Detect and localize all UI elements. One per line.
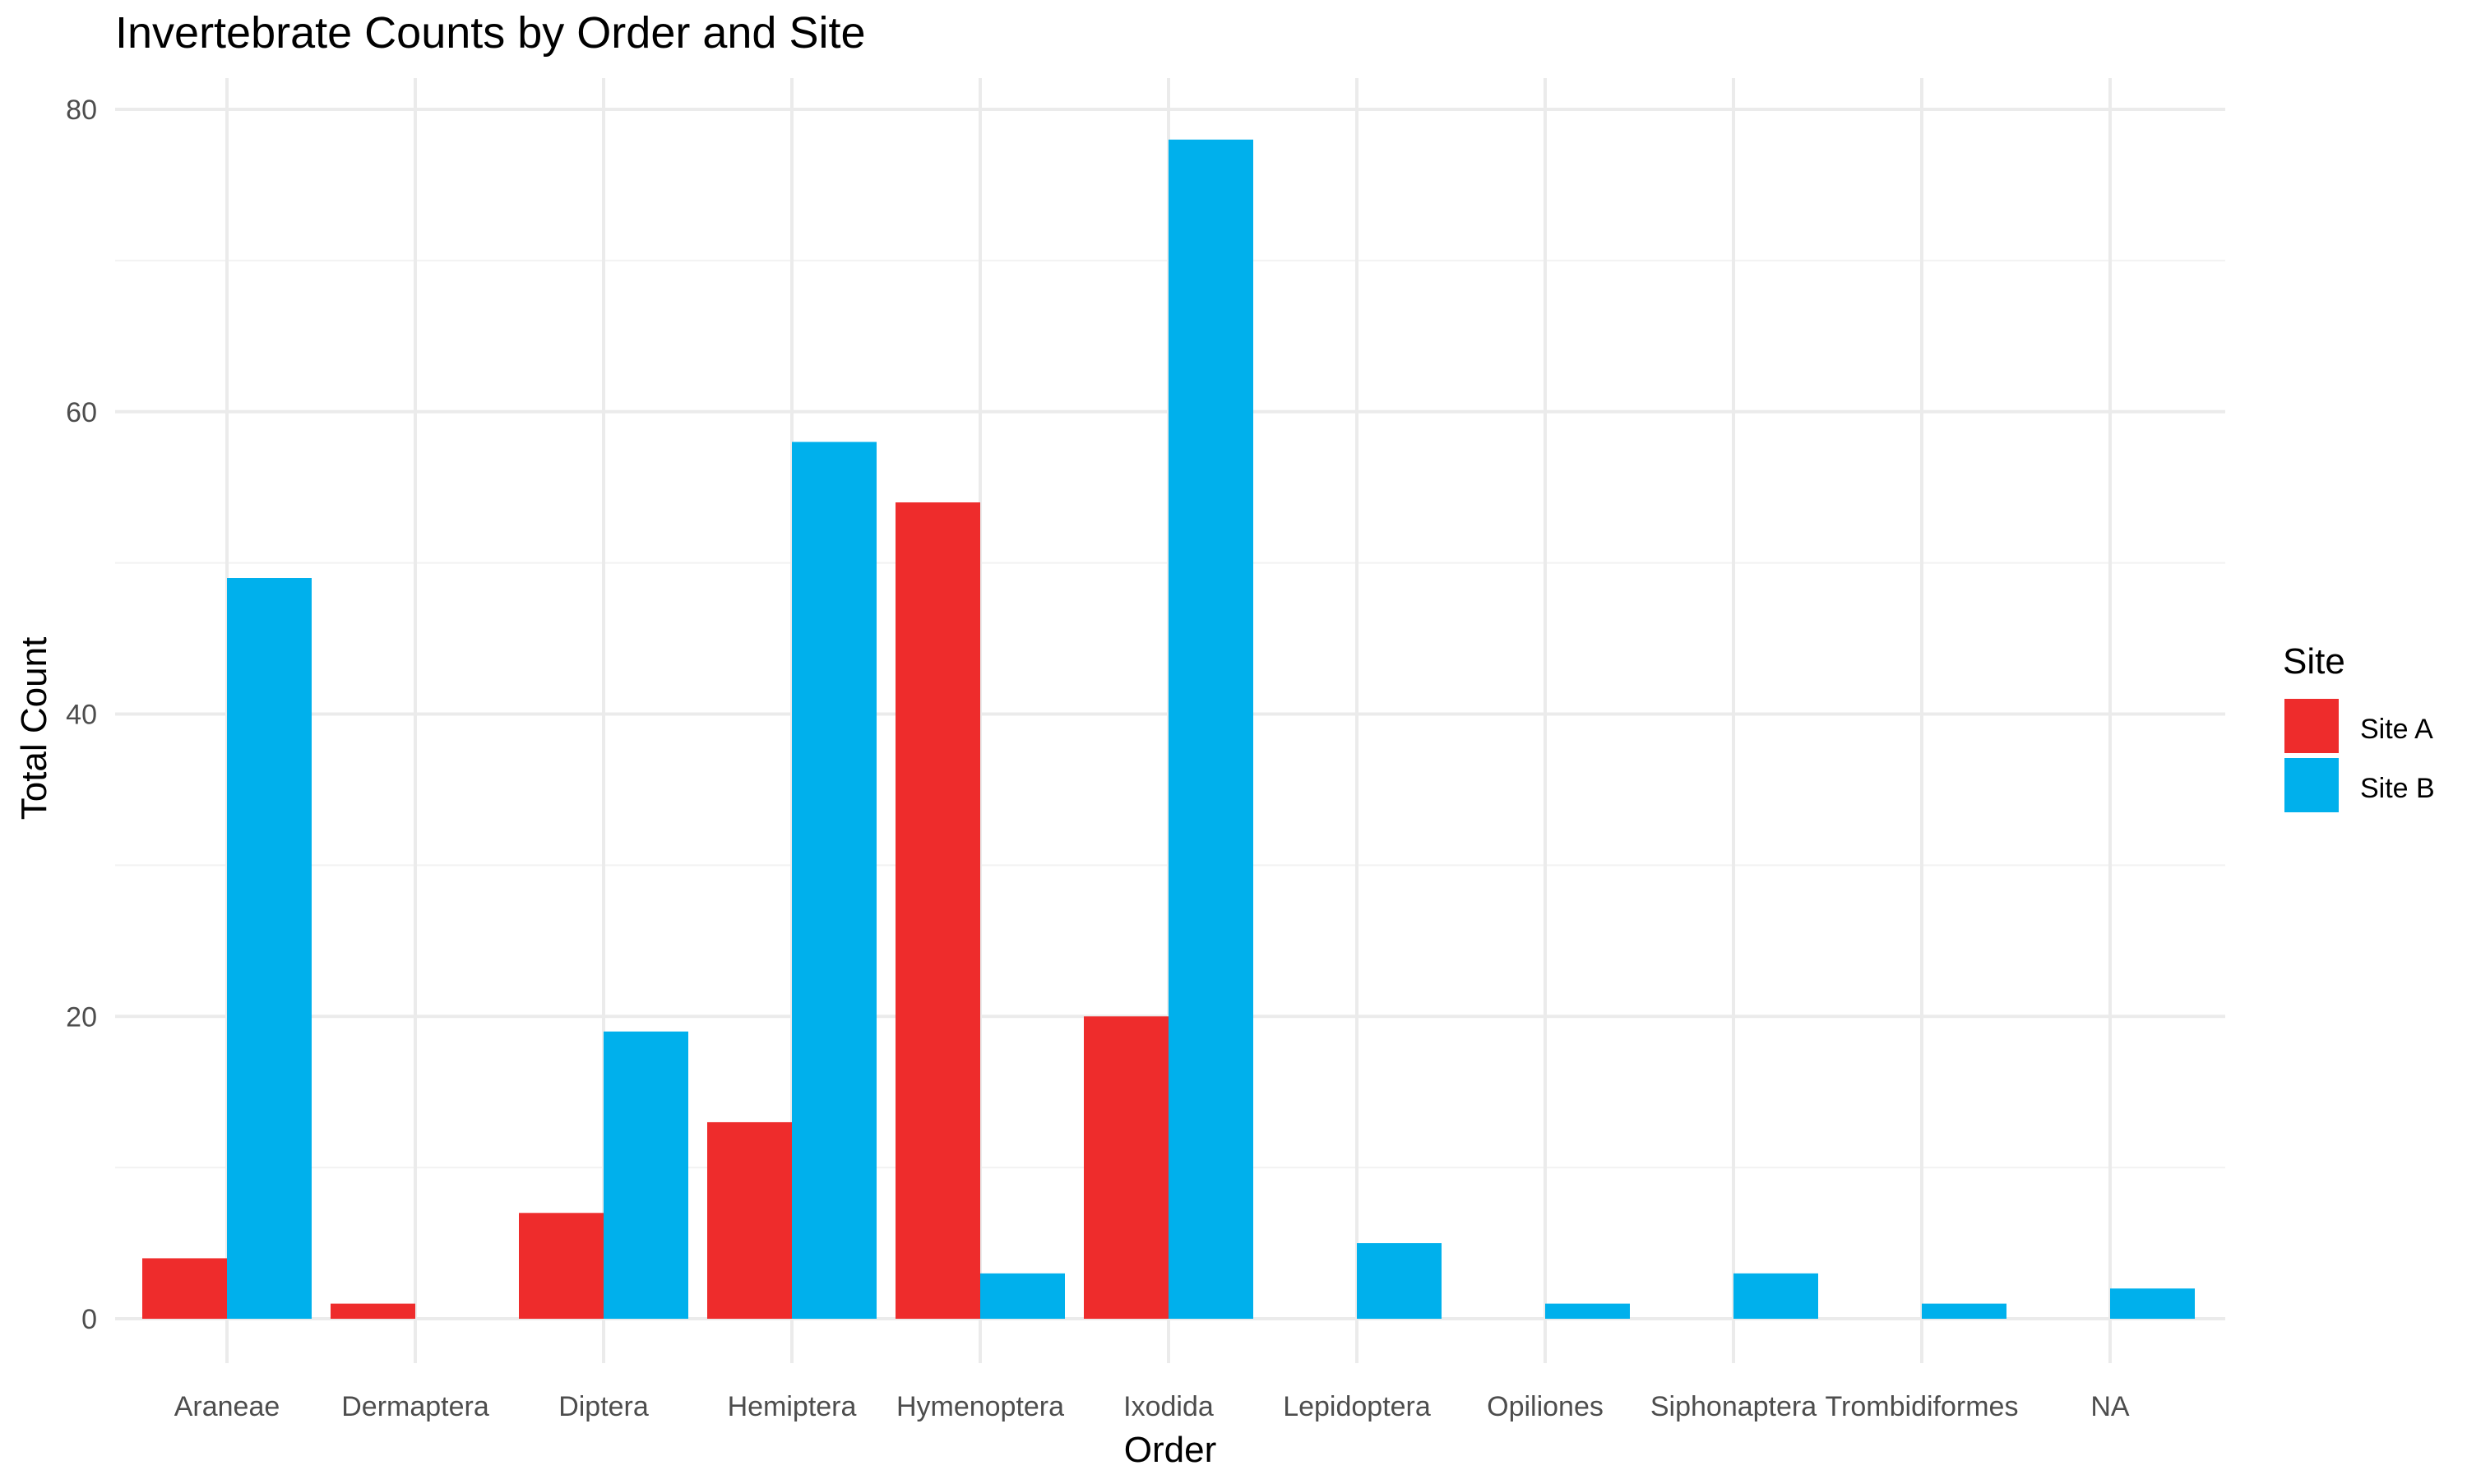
legend-swatch-site-a [2284,699,2339,753]
x-tick-label: Lepidoptera [1283,1391,1431,1422]
x-axis-ticks: Araneae Dermaptera Diptera Hemiptera Hymenop… [174,1391,2130,1422]
legend-swatch-site-b [2284,758,2339,812]
x-tick-label: Diptera [558,1391,649,1422]
chart-title: Invertebrate Counts by Order and Site [115,8,866,58]
bar-site-b-diptera [604,1031,688,1319]
x-tick-label: Opiliones [1487,1391,1604,1422]
x-tick-label: Ixodida [1123,1391,1214,1422]
legend-label-site-b: Site B [2360,773,2435,804]
y-axis-ticks: 0 20 40 60 80 [66,95,97,1335]
x-tick-label: NA [2090,1391,2130,1422]
bar-site-a-dermaptera [331,1303,415,1319]
legend: Site Site A Site B [2283,641,2435,812]
bars [142,139,2195,1319]
x-tick-label: Trombidiformes [1826,1391,2019,1422]
y-tick-label: 60 [66,397,97,428]
bar-site-b-ixodida [1169,139,1253,1319]
y-axis-label: Total Count [14,637,54,821]
bar-site-b-trombidiformes [1922,1303,2006,1319]
y-tick-label: 40 [66,700,97,731]
bar-site-b-opiliones [1545,1303,1630,1319]
legend-title: Site [2283,641,2345,682]
x-tick-label: Araneae [174,1391,280,1422]
y-tick-label: 20 [66,1001,97,1033]
y-tick-label: 80 [66,95,97,126]
x-tick-label: Hymenoptera [896,1391,1064,1422]
x-tick-label: Dermaptera [341,1391,489,1422]
bar-site-b-lepidoptera [1357,1243,1442,1319]
bar-site-b-na [2110,1288,2195,1319]
bar-site-a-ixodida [1084,1016,1169,1319]
bar-site-b-siphonaptera [1733,1273,1818,1319]
legend-label-site-a: Site A [2360,714,2433,745]
bar-site-b-hymenoptera [980,1273,1065,1319]
bar-site-a-araneae [142,1258,227,1319]
y-tick-label: 0 [81,1304,97,1335]
bar-site-a-hymenoptera [896,502,980,1319]
x-axis-label: Order [1124,1430,1216,1470]
bar-site-b-araneae [227,578,312,1319]
x-tick-label: Siphonaptera [1650,1391,1817,1422]
x-tick-label: Hemiptera [728,1391,857,1422]
bar-site-a-diptera [519,1213,604,1319]
bar-site-b-hemiptera [792,442,877,1319]
bar-site-a-hemiptera [707,1121,792,1319]
